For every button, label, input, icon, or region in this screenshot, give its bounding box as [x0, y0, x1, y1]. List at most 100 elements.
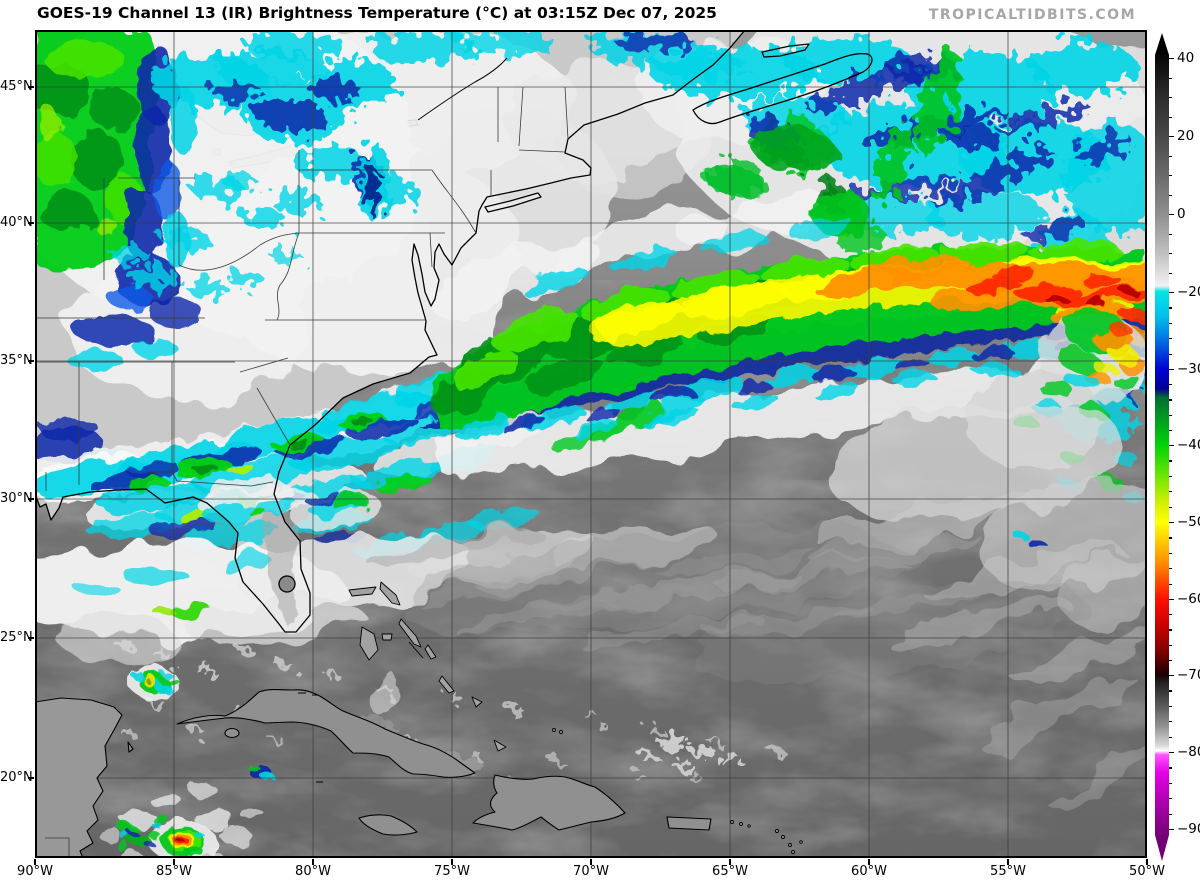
lat-tick [28, 777, 34, 779]
state-borders [35, 86, 569, 858]
lat-tick [28, 360, 34, 362]
colorbar-tick [1169, 322, 1172, 324]
colorbar-arrow-down [1155, 835, 1169, 861]
lon-tick [34, 859, 36, 865]
lon-axis-label: 65°W [712, 864, 748, 879]
colorbar-tick [1169, 233, 1172, 235]
colorbar-tick [1169, 798, 1172, 800]
colorbar-tick [1169, 705, 1172, 707]
lat-axis-label: 35°N [0, 353, 33, 368]
lat-axis-label: 40°N [0, 215, 33, 230]
colorbar-tick-label: 40 [1177, 50, 1195, 66]
colorbar-tick [1169, 644, 1172, 646]
lon-axis-label: 70°W [573, 864, 609, 879]
colorbar-tick-label: −50 [1177, 514, 1200, 530]
bahamas-islands [298, 581, 803, 854]
lat-axis-label: 30°N [0, 491, 33, 506]
colorbar-tick-label: −30 [1177, 361, 1200, 377]
colorbar-tick [1169, 58, 1174, 60]
colorbar-tick [1169, 445, 1174, 447]
graticule [35, 30, 1147, 858]
colorbar-tick [1169, 491, 1172, 493]
lon-tick [868, 859, 870, 865]
colorbar-tick-label: 20 [1177, 128, 1195, 144]
cold-clouds-lakes [110, 30, 745, 297]
colorbar-tick [1169, 675, 1174, 677]
colorbar-tick [1169, 614, 1172, 616]
lat-tick [28, 498, 34, 500]
colorbar-gradient [1155, 55, 1169, 835]
cirrus-shield-south-of-band [435, 352, 1147, 474]
lon-tick [173, 859, 175, 865]
colorbar-tick [1169, 155, 1172, 157]
colorbar-tick [1169, 506, 1172, 508]
colorbar-tick [1169, 599, 1174, 601]
colorbar-tick [1169, 136, 1174, 138]
lon-axis-label: 75°W [434, 864, 470, 879]
colorbar-tick [1169, 583, 1172, 585]
colorbar-tick [1169, 568, 1172, 570]
colorbar-tick [1169, 721, 1172, 723]
lon-tick [1007, 859, 1009, 865]
colorbar-tick [1169, 813, 1172, 815]
colorbar-tick [1169, 253, 1172, 255]
colorbar-tick [1169, 522, 1174, 524]
colorbar: 40 20 0 −20 −30 −40 −50 −60 −70 −80 −90 [1153, 32, 1200, 877]
colorbar-tick [1169, 429, 1172, 431]
colorbar-tick [1169, 77, 1172, 79]
colorbar-tick [1169, 214, 1174, 216]
colorbar-tick [1169, 116, 1172, 118]
lon-axis-label: 90°W [17, 864, 53, 879]
cirrus-streaks-southeast [817, 401, 1147, 809]
lon-axis-label: 55°W [990, 864, 1026, 879]
colorbar-tick [1169, 353, 1172, 355]
cold-band-navy-fringe [421, 300, 1147, 430]
colorbar-tick [1169, 369, 1174, 371]
colorbar-tick [1169, 752, 1174, 754]
lat-axis-label: 20°N [0, 770, 33, 785]
colorbar-tick-label: −80 [1177, 744, 1200, 760]
satellite-map [35, 30, 1147, 858]
colorbar-tick [1169, 194, 1172, 196]
colorbar-tick-label: −60 [1177, 591, 1200, 607]
colorbar-tick [1169, 384, 1172, 386]
colorbar-arrow-up [1155, 33, 1169, 55]
convection-nw-caribbean [98, 666, 274, 858]
lat-tick [28, 86, 34, 88]
map-border [35, 30, 1147, 858]
lon-tick [590, 859, 592, 865]
colorbar-tick [1169, 552, 1172, 554]
colorbar-tick [1169, 307, 1172, 309]
lat-axis-label: 25°N [0, 630, 33, 645]
islands [35, 688, 712, 858]
colorbar-tick-label: −20 [1177, 284, 1200, 300]
cirrus-streaks-central [366, 527, 1084, 679]
lon-tick [451, 859, 453, 865]
colorbar-tick [1169, 292, 1174, 294]
colorbar-tick [1169, 475, 1172, 477]
colorbar-tick [1169, 97, 1172, 99]
colorbar-tick [1169, 659, 1172, 661]
colorbar-tick [1169, 767, 1172, 769]
lon-axis-label: 85°W [156, 864, 192, 879]
colorbar-tick [1169, 414, 1172, 416]
colorbar-tick [1169, 272, 1172, 274]
colorbar-tick [1169, 537, 1172, 539]
colorbar-tick [1169, 399, 1172, 401]
lon-axis-label: 60°W [851, 864, 887, 879]
page-title: GOES-19 Channel 13 (IR) Brightness Tempe… [37, 4, 717, 22]
colorbar-tick-label: −40 [1177, 437, 1200, 453]
lon-tick [729, 859, 731, 865]
colorbar-tick [1169, 338, 1172, 340]
colorbar-tick-label: 0 [1177, 206, 1186, 222]
lon-axis-label: 80°W [295, 864, 331, 879]
satellite-imagery [35, 30, 1147, 858]
colorbar-tick [1169, 460, 1172, 462]
coastlines [35, 30, 873, 633]
colorbar-tick [1169, 175, 1172, 177]
lon-tick [1146, 859, 1148, 865]
colorbar-tick-label: −90 [1177, 821, 1200, 837]
lat-tick [28, 637, 34, 639]
colorbar-tick [1169, 782, 1172, 784]
